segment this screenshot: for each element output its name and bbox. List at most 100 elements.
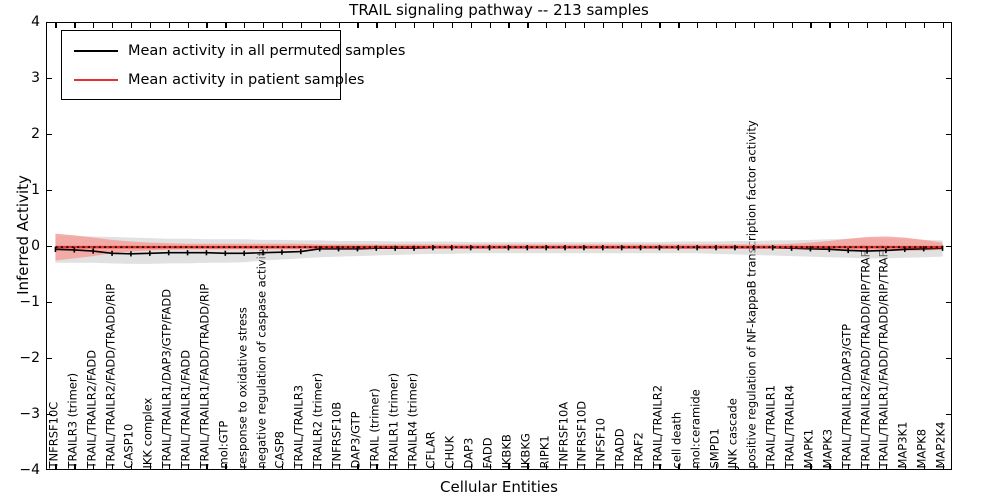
plot-frame: [46, 22, 952, 470]
x-tick-mark: [923, 464, 925, 470]
data-point-marker: [469, 245, 472, 251]
y-tick-mark: [46, 134, 52, 136]
x-tick-mark: [395, 22, 397, 28]
x-tick-mark: [489, 22, 491, 28]
x-tick-mark: [74, 464, 76, 470]
data-point-marker: [620, 245, 623, 251]
x-tick-mark: [149, 22, 152, 28]
data-point-marker: [262, 250, 264, 256]
x-tick-mark: [93, 464, 95, 470]
y-tick-label: 2: [31, 126, 40, 142]
x-tick-mark: [432, 22, 435, 28]
legend-color-swatch: [74, 50, 118, 52]
x-tick-mark: [225, 22, 227, 28]
data-point-marker: [73, 247, 76, 253]
x-tick-mark: [810, 22, 812, 28]
x-tick-mark: [319, 464, 321, 470]
x-tick-mark: [489, 464, 491, 470]
y-tick-label: −4: [19, 462, 40, 478]
legend-item[interactable]: Mean activity in all permuted samples: [62, 37, 405, 65]
data-point-marker: [205, 250, 208, 256]
x-tick-mark: [829, 464, 831, 470]
x-tick-mark: [112, 464, 114, 470]
x-tick-mark: [187, 464, 189, 470]
x-tick-mark: [640, 22, 642, 28]
data-point-marker: [922, 246, 925, 252]
x-tick-mark: [942, 464, 944, 470]
x-tick-mark: [244, 22, 246, 28]
data-point-marker: [941, 245, 944, 251]
x-tick-mark: [244, 464, 246, 470]
x-tick-mark: [395, 464, 397, 470]
data-point-marker: [451, 245, 453, 251]
x-tick-mark: [527, 22, 529, 28]
x-tick-mark: [885, 22, 888, 28]
x-tick-mark: [621, 464, 623, 470]
permuted-confidence-band: [55, 235, 943, 264]
x-tick-mark: [753, 464, 756, 470]
x-tick-mark: [281, 22, 284, 28]
x-tick-mark: [130, 464, 133, 470]
x-tick-mark: [772, 22, 774, 28]
data-point-marker: [885, 247, 887, 254]
data-point-marker: [300, 249, 302, 255]
x-tick-mark: [659, 464, 661, 470]
data-point-marker: [413, 245, 415, 251]
x-tick-mark: [546, 464, 548, 470]
data-point-marker: [564, 245, 566, 251]
data-point-marker: [356, 246, 359, 252]
legend-item[interactable]: Mean activity in patient samples: [62, 66, 364, 94]
chart-title: TRAIL signaling pathway -- 213 samples: [349, 1, 649, 19]
y-tick-mark: [946, 134, 952, 136]
x-tick-mark: [565, 22, 567, 28]
x-tick-mark: [187, 22, 189, 28]
x-tick-mark: [470, 464, 472, 470]
data-point-marker: [639, 245, 642, 251]
x-tick-mark: [414, 22, 416, 28]
x-tick-mark: [923, 22, 925, 28]
x-tick-mark: [508, 22, 510, 28]
x-tick-mark: [206, 22, 208, 28]
x-tick-mark: [602, 22, 605, 28]
y-tick-mark: [46, 358, 52, 360]
data-point-marker: [54, 246, 57, 252]
x-tick-mark: [432, 464, 435, 470]
y-tick-mark: [46, 78, 52, 80]
x-tick-mark: [414, 464, 416, 470]
data-point-marker: [545, 245, 547, 251]
data-point-marker: [186, 250, 189, 256]
plot-area: [54, 233, 944, 264]
x-tick-mark: [93, 22, 95, 28]
x-tick-mark: [904, 22, 907, 28]
y-tick-mark: [46, 246, 52, 248]
x-tick-mark: [829, 22, 831, 28]
x-tick-mark: [168, 22, 170, 28]
legend-color-swatch: [74, 79, 118, 81]
data-point-marker: [583, 245, 585, 251]
y-tick-mark: [46, 414, 52, 416]
x-tick-mark: [885, 464, 888, 470]
y-tick-label: 4: [31, 14, 40, 30]
x-tick-mark: [149, 464, 152, 470]
x-tick-mark: [206, 464, 208, 470]
x-tick-mark: [659, 22, 661, 28]
y-tick-mark: [946, 414, 952, 416]
x-tick-mark: [621, 22, 623, 28]
data-point-marker: [904, 246, 906, 252]
x-tick-mark: [734, 464, 737, 470]
data-point-marker: [281, 249, 283, 255]
y-tick-mark: [946, 358, 952, 360]
data-point-marker: [111, 250, 113, 256]
y-tick-mark: [46, 302, 52, 304]
legend-label: Mean activity in patient samples: [128, 72, 365, 88]
data-point-marker: [167, 250, 170, 256]
x-tick-mark: [734, 22, 737, 28]
x-axis-title: Cellular Entities: [440, 478, 558, 496]
x-tick-mark: [565, 464, 567, 470]
data-point-marker: [602, 245, 604, 251]
x-tick-mark: [168, 464, 170, 470]
y-tick-mark: [946, 302, 952, 304]
x-tick-mark: [697, 22, 699, 28]
x-tick-mark: [112, 22, 114, 28]
